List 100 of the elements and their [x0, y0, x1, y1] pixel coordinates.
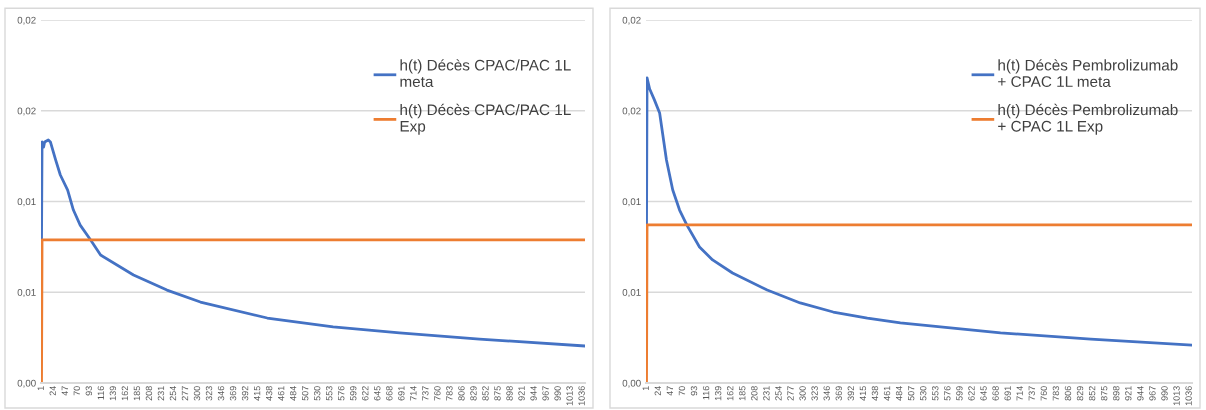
y-tick-label: 0,02	[622, 16, 641, 25]
x-tick-label: 346	[823, 386, 830, 401]
x-tick-label: 47	[666, 386, 673, 396]
x-tick-label: 599	[350, 386, 357, 401]
x-tick-label: 116	[702, 386, 710, 400]
x-tick-label: 277	[181, 386, 189, 401]
legend-label: h(t) Décès Pembrolizumab + CPAC 1L Exp	[998, 103, 1178, 135]
x-tick-label: 714	[410, 386, 417, 401]
x-tick-label: 645	[980, 386, 987, 401]
x-tick-label: 645	[374, 386, 381, 401]
x-tick-label: 461	[277, 386, 285, 401]
x-tick-label: 852	[482, 386, 489, 401]
x-tick-label: 461	[883, 386, 891, 401]
x-tick-label: 691	[398, 386, 405, 401]
x-tick-label: 484	[289, 386, 297, 401]
x-tick-label: 185	[133, 386, 141, 401]
x-tick-label: 323	[205, 386, 213, 401]
x-tick-label: 737	[422, 386, 429, 401]
x-tick-label: 898	[506, 386, 513, 401]
x-tick-label: 507	[301, 386, 309, 401]
x-tick-label: 967	[542, 386, 549, 401]
x-tick-label: 392	[241, 386, 249, 401]
legend-label: h(t) Décès Pembrolizumab + CPAC 1L meta	[998, 59, 1178, 88]
x-tick-label: 254	[169, 386, 177, 401]
x-tick-label: 484	[895, 386, 903, 401]
x-tick-label: 1013	[1173, 386, 1180, 406]
x-tick-label: 24	[654, 386, 661, 396]
x-tick-label: 806	[1064, 386, 1072, 401]
y-tick-label: 0,01	[17, 198, 36, 207]
y-tick-label: 0,02	[17, 107, 36, 116]
x-tick-label: 415	[253, 386, 261, 401]
x-tick-label: 737	[1028, 386, 1035, 401]
x-tick-label: 116	[97, 386, 105, 400]
x-tick-label: 1036	[578, 386, 585, 406]
x-tick-label: 576	[338, 386, 345, 401]
x-tick-label: 599	[956, 386, 963, 401]
x-tick-label: 369	[835, 386, 842, 401]
x-tick-label: 714	[1016, 386, 1023, 401]
x-tick-label: 691	[1004, 386, 1011, 401]
x-tick-label: 806	[458, 386, 465, 401]
x-tick-label: 530	[920, 386, 927, 401]
x-tick-label: 967	[1149, 386, 1156, 401]
x-tick-label: 507	[907, 386, 915, 401]
x-tick-label: 1	[642, 386, 649, 391]
x-tick-label: 530	[314, 386, 321, 401]
y-tick-label: 0,02	[622, 107, 641, 116]
x-tick-label: 1013	[566, 386, 573, 406]
x-tick-label: 944	[530, 386, 537, 401]
x-tick-label: 553	[326, 386, 333, 401]
x-tick-label: 162	[727, 386, 734, 401]
x-tick-label: 990	[1161, 386, 1168, 401]
x-tick-label: 346	[217, 386, 225, 401]
y-tick-label: 0,00	[622, 379, 641, 388]
x-tick-label: 668	[992, 386, 999, 401]
x-tick-label: 70	[678, 386, 686, 396]
x-tick-label: 93	[690, 386, 698, 396]
x-tick-label: 921	[1125, 386, 1132, 401]
x-tick-label: 760	[434, 386, 441, 401]
legend-label: h(t) Décès CPAC/PAC 1L meta	[400, 59, 571, 88]
y-tick-label: 0,02	[17, 16, 36, 25]
x-tick-label: 438	[265, 386, 273, 401]
x-tick-label: 208	[751, 386, 758, 401]
x-tick-label: 369	[229, 386, 237, 401]
x-tick-label: 990	[554, 386, 561, 401]
x-tick-label: 47	[61, 386, 68, 396]
x-tick-label: 231	[763, 386, 770, 401]
x-tick-label: 323	[811, 386, 818, 401]
x-tick-label: 300	[799, 386, 806, 401]
x-tick-label: 277	[787, 386, 794, 401]
x-tick-label: 921	[518, 386, 525, 401]
x-tick-label: 852	[1088, 386, 1096, 401]
x-tick-label: 24	[49, 386, 56, 396]
x-tick-label: 576	[944, 386, 951, 401]
legend-label: h(t) Décès CPAC/PAC 1L Exp	[400, 103, 571, 135]
x-tick-label: 622	[362, 386, 369, 401]
x-tick-label: 898	[1113, 386, 1120, 401]
x-tick-label: 1036	[1185, 386, 1192, 406]
x-tick-label: 875	[1100, 386, 1108, 401]
x-tick-label: 875	[494, 386, 501, 401]
x-tick-label: 231	[157, 386, 165, 401]
x-tick-label: 254	[775, 386, 782, 401]
x-tick-label: 70	[73, 386, 80, 396]
y-tick-label: 0,01	[17, 288, 36, 298]
y-tick-label: 0,00	[17, 379, 36, 388]
x-tick-label: 622	[968, 386, 975, 401]
x-tick-label: 392	[847, 386, 855, 401]
x-tick-label: 553	[932, 386, 939, 401]
y-tick-label: 0,01	[622, 288, 641, 298]
line-series	[646, 76, 1192, 347]
x-tick-label: 1	[37, 386, 44, 391]
x-tick-label: 783	[446, 386, 453, 401]
x-tick-label: 139	[109, 386, 117, 401]
line-series	[41, 138, 585, 348]
x-tick-label: 760	[1040, 386, 1048, 401]
y-tick-label: 0,01	[622, 198, 641, 207]
x-tick-label: 668	[386, 386, 393, 401]
x-tick-label: 829	[1076, 386, 1084, 401]
x-tick-label: 162	[121, 386, 129, 401]
x-tick-label: 93	[85, 386, 93, 396]
x-tick-label: 829	[470, 386, 477, 401]
